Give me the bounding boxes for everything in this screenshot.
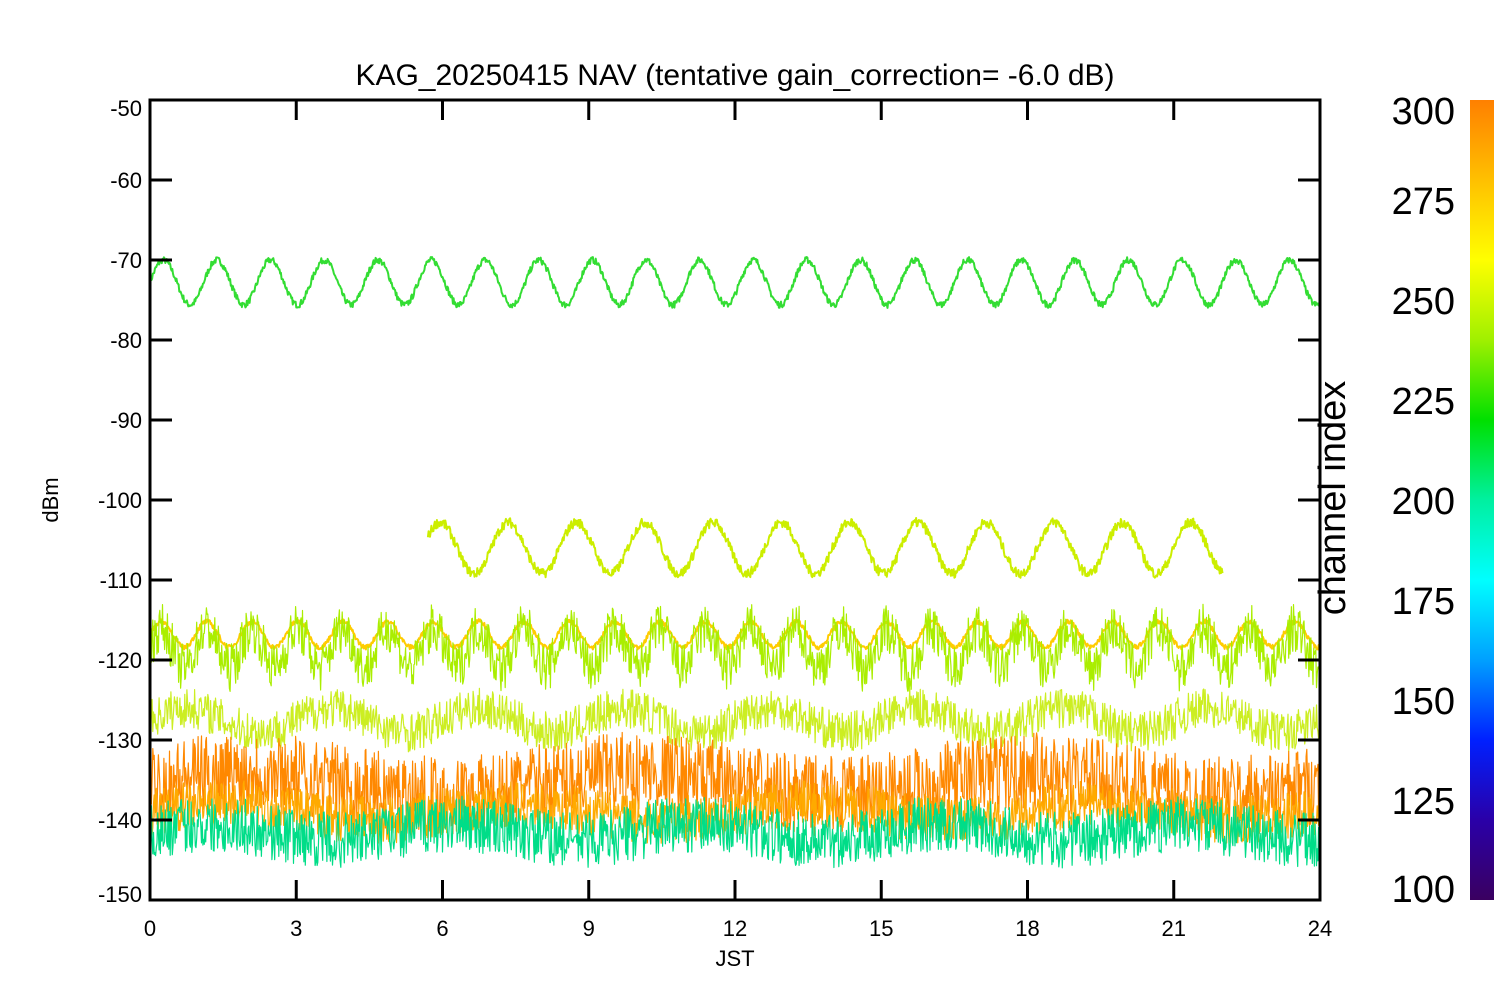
y-axis: -50 -60 -70 -80 -90 -100 -110 -120 -130 -140 -150 <box>98 96 1320 907</box>
chart-title: KAG_20250415 NAV (tentative gain_correct… <box>355 59 1114 92</box>
series-line-1 <box>426 517 1224 579</box>
x-tick-label: 21 <box>1162 916 1186 941</box>
y-tick-label: -50 <box>110 96 142 121</box>
x-axis-label: JST <box>715 946 754 971</box>
y-axis-label: dBm <box>38 477 63 522</box>
x-tick-label: 15 <box>869 916 893 941</box>
colorbar <box>1470 100 1494 900</box>
colorbar-tick-label: 250 <box>1392 281 1455 323</box>
colorbar-tick-label: 225 <box>1392 381 1455 423</box>
y-tick-label: -100 <box>98 488 142 513</box>
y-tick-label: -150 <box>98 882 142 907</box>
colorbar-tick-label: 300 <box>1392 91 1455 133</box>
colorbar-tick-label: 150 <box>1392 681 1455 723</box>
y-tick-label: -60 <box>110 168 142 193</box>
y-tick-label: -120 <box>98 648 142 673</box>
x-tick-label: 3 <box>290 916 302 941</box>
colorbar-ticks: 300 275 250 225 200 175 150 125 100 <box>1392 91 1455 911</box>
series-line-3 <box>150 603 1320 692</box>
colorbar-tick-label: 275 <box>1392 181 1455 223</box>
colorbar-tick-label: 200 <box>1392 481 1455 523</box>
x-tick-label: 0 <box>144 916 156 941</box>
series-line-4 <box>150 687 1320 753</box>
series-line-7 <box>150 795 1320 869</box>
y-tick-label: -140 <box>98 808 142 833</box>
y-tick-label: -130 <box>98 728 142 753</box>
y-tick-label: -110 <box>100 568 142 593</box>
x-tick-label: 6 <box>436 916 448 941</box>
x-tick-label: 12 <box>723 916 747 941</box>
y-tick-label: -90 <box>110 408 142 433</box>
x-tick-label: 9 <box>583 916 595 941</box>
colorbar-tick-label: 125 <box>1392 781 1455 823</box>
series-layer <box>150 256 1320 869</box>
y-tick-label: -70 <box>110 248 142 273</box>
colorbar-tick-label: 175 <box>1392 581 1455 623</box>
colorbar-label: channel index <box>1312 381 1354 616</box>
series-line-6 <box>150 780 1320 844</box>
colorbar-tick-label: 100 <box>1392 869 1455 911</box>
x-tick-label: 24 <box>1308 916 1332 941</box>
x-tick-label: 18 <box>1015 916 1039 941</box>
series-line-5 <box>150 731 1320 837</box>
x-axis: 0 3 6 9 12 15 18 21 24 <box>144 100 1332 941</box>
series-line-0 <box>150 256 1320 309</box>
y-tick-label: -80 <box>110 328 142 353</box>
